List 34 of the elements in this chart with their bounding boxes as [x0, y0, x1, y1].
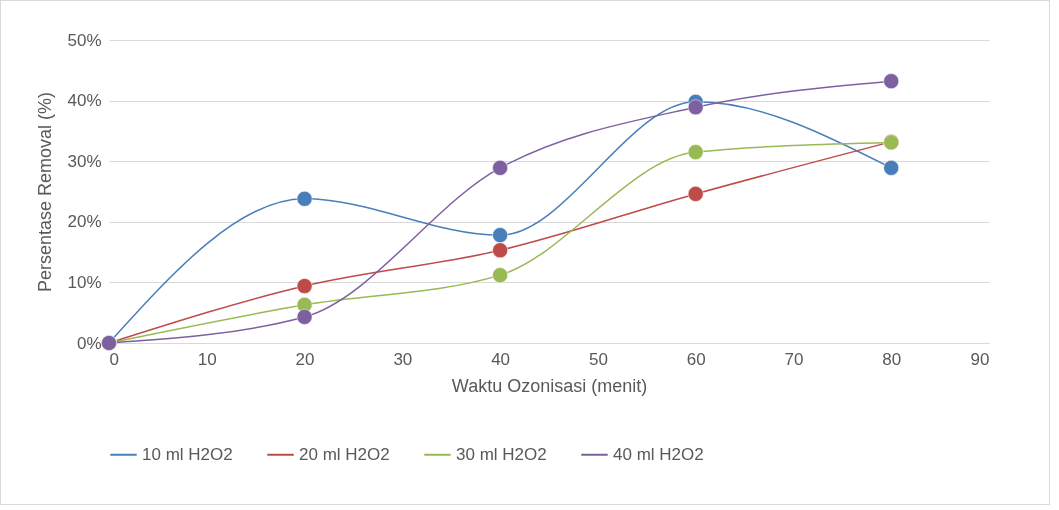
point [687, 186, 704, 202]
x-tick-label: 50 [588, 349, 608, 369]
legend-label: 30 ml H2O2 [456, 444, 547, 464]
legend-label: 20 ml H2O2 [299, 444, 390, 464]
point [296, 278, 313, 294]
point [687, 144, 704, 160]
x-tick-label: 60 [686, 349, 706, 369]
point [296, 309, 313, 325]
x-tick-label: 90 [970, 349, 990, 369]
x-tick-label: 10 [197, 349, 217, 369]
y-axis-title: Persentase Removal (%) [35, 91, 56, 293]
y-tick-label: 30% [67, 151, 102, 171]
x-tick-label: 80 [882, 349, 902, 369]
x-tick-label: 40 [491, 349, 511, 369]
x-tick-label: 0 [109, 349, 119, 369]
legend-label: 40 ml H2O2 [613, 444, 704, 464]
point [687, 99, 704, 116]
y-tick-label: 10% [67, 272, 102, 292]
x-tick-label: 20 [295, 349, 315, 369]
point [492, 160, 508, 176]
x-tick-label: 30 [393, 349, 413, 369]
point [883, 73, 900, 90]
legend-label: 10 ml H2O2 [142, 444, 233, 464]
point [883, 160, 900, 176]
x-tick-label: 70 [784, 349, 804, 369]
point [296, 190, 313, 207]
y-tick-label: 20% [67, 212, 102, 232]
y-tick-label: 40% [67, 91, 102, 111]
y-tick-label: 50% [67, 30, 102, 50]
point [492, 227, 508, 243]
y-tick-label: 0% [76, 333, 102, 353]
point [492, 267, 508, 283]
point [492, 242, 508, 259]
x-axis-title: Waktu Ozonisasi (menit) [451, 375, 648, 396]
